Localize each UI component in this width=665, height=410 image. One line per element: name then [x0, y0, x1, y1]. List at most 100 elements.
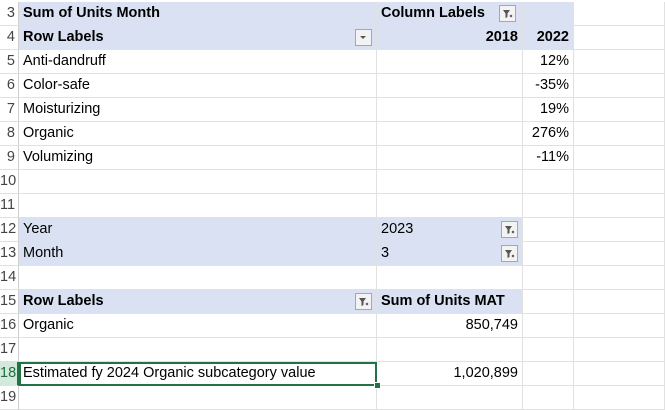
estimate-value-cell[interactable]: 1,020,899	[377, 362, 523, 386]
cell-c14[interactable]	[523, 266, 574, 290]
cell-c15[interactable]	[523, 290, 574, 314]
pivot1-cell-2018[interactable]	[377, 50, 523, 74]
pivot1-row-label[interactable]: Color-safe	[19, 74, 377, 98]
cell-c13[interactable]	[523, 242, 574, 266]
row-header-17[interactable]: 17	[0, 338, 19, 362]
cell-a11[interactable]	[19, 194, 377, 218]
pivot1-title[interactable]: Sum of Units Month	[19, 2, 377, 26]
pivot1-cell-2018[interactable]	[377, 98, 523, 122]
cell-c16[interactable]	[523, 314, 574, 338]
filter-funnel-icon	[359, 298, 369, 306]
cell-a19[interactable]	[19, 386, 377, 410]
cell-c12[interactable]	[523, 218, 574, 242]
cell-b19[interactable]	[377, 386, 523, 410]
pivot1-cell-2018[interactable]	[377, 146, 523, 170]
pivot2-row-labels[interactable]: Row Labels	[19, 290, 377, 314]
cell-b14[interactable]	[377, 266, 523, 290]
cell-d12[interactable]	[574, 218, 665, 242]
filter-month-value[interactable]: 3	[377, 242, 523, 266]
pivot2-value-header[interactable]: Sum of Units MAT	[377, 290, 523, 314]
pivot1-row-labels[interactable]: Row Labels	[19, 26, 377, 50]
pivot1-row-label[interactable]: Organic	[19, 122, 377, 146]
row-header-11[interactable]: 11	[0, 194, 19, 218]
fill-handle[interactable]	[374, 382, 381, 389]
row-header-13[interactable]: 13	[0, 242, 19, 266]
pivot1-year-2022[interactable]: 2022	[523, 26, 574, 50]
filter-funnel-icon	[505, 250, 515, 258]
row-header-10[interactable]: 10	[0, 170, 19, 194]
row-header-8[interactable]: 8	[0, 122, 19, 146]
row-header-15[interactable]: 15	[0, 290, 19, 314]
pivot1-row-value[interactable]: 19%	[523, 98, 574, 122]
pivot1-column-labels[interactable]: Column Labels	[377, 2, 523, 26]
row-header-16[interactable]: 16	[0, 314, 19, 338]
cell-d9[interactable]	[574, 146, 665, 170]
row-header-7[interactable]: 7	[0, 98, 19, 122]
pivot1-row-value[interactable]: -11%	[523, 146, 574, 170]
cell-d11[interactable]	[574, 194, 665, 218]
pivot1-row-value[interactable]: -35%	[523, 74, 574, 98]
cell-b11[interactable]	[377, 194, 523, 218]
pivot1-row-label[interactable]: Volumizing	[19, 146, 377, 170]
cell-d18[interactable]	[574, 362, 665, 386]
cell-d6[interactable]	[574, 74, 665, 98]
sheet-row-15: 15 Row Labels Sum of Units MAT	[0, 290, 665, 314]
pivot2-row-labels-filter-button[interactable]	[355, 293, 372, 310]
row-header-19[interactable]: 19	[0, 386, 19, 410]
column-labels-filter-button[interactable]	[499, 5, 516, 22]
cell-d4[interactable]	[574, 26, 665, 50]
cell-d17[interactable]	[574, 338, 665, 362]
cell-c10[interactable]	[523, 170, 574, 194]
cell-d3[interactable]	[574, 2, 665, 26]
pivot1-year-2018[interactable]: 2018	[377, 26, 523, 50]
cell-c18[interactable]	[523, 362, 574, 386]
month-filter-button[interactable]	[501, 245, 518, 262]
row-header-5[interactable]: 5	[0, 50, 19, 74]
row-header-12[interactable]: 12	[0, 218, 19, 242]
pivot1-row-label[interactable]: Moisturizing	[19, 98, 377, 122]
cell-a14[interactable]	[19, 266, 377, 290]
sheet-row-10: 10	[0, 170, 665, 194]
cell-d5[interactable]	[574, 50, 665, 74]
cell-d15[interactable]	[574, 290, 665, 314]
cell-a17[interactable]	[19, 338, 377, 362]
estimate-label-cell[interactable]: Estimated fy 2024 Organic subcategory va…	[19, 362, 377, 386]
cell-d13[interactable]	[574, 242, 665, 266]
sheet-row-13: 13 Month 3	[0, 242, 665, 266]
cell-a10[interactable]	[19, 170, 377, 194]
cell-d14[interactable]	[574, 266, 665, 290]
column-labels-text: Column Labels	[381, 5, 485, 21]
row-header-18[interactable]: 18	[0, 362, 19, 386]
sheet-row-18: 18 Estimated fy 2024 Organic subcategory…	[0, 362, 665, 386]
pivot1-row-label[interactable]: Anti-dandruff	[19, 50, 377, 74]
pivot2-row-value[interactable]: 850,749	[377, 314, 523, 338]
sheet-row-7: 7 Moisturizing 19%	[0, 98, 665, 122]
year-filter-button[interactable]	[501, 221, 518, 238]
cell-d8[interactable]	[574, 122, 665, 146]
filter-year-label[interactable]: Year	[19, 218, 377, 242]
row-header-4[interactable]: 4	[0, 26, 19, 50]
cell-c11[interactable]	[523, 194, 574, 218]
cell-c17[interactable]	[523, 338, 574, 362]
row-header-14[interactable]: 14	[0, 266, 19, 290]
row-header-6[interactable]: 6	[0, 74, 19, 98]
cell-b17[interactable]	[377, 338, 523, 362]
cell-d10[interactable]	[574, 170, 665, 194]
cell-d16[interactable]	[574, 314, 665, 338]
cell-d7[interactable]	[574, 98, 665, 122]
row-labels-dropdown-button[interactable]	[355, 29, 372, 46]
pivot1-row-value[interactable]: 276%	[523, 122, 574, 146]
pivot2-row-label[interactable]: Organic	[19, 314, 377, 338]
filter-month-label[interactable]: Month	[19, 242, 377, 266]
pivot1-cell-2018[interactable]	[377, 122, 523, 146]
filter-year-value[interactable]: 2023	[377, 218, 523, 242]
cell-c19[interactable]	[523, 386, 574, 410]
pivot1-header-blank[interactable]	[523, 2, 574, 26]
row-header-3[interactable]: 3	[0, 2, 19, 26]
row-header-9[interactable]: 9	[0, 146, 19, 170]
pivot1-cell-2018[interactable]	[377, 74, 523, 98]
cell-b10[interactable]	[377, 170, 523, 194]
pivot1-row-value[interactable]: 12%	[523, 50, 574, 74]
cell-d19[interactable]	[574, 386, 665, 410]
sheet-row-5: 5 Anti-dandruff 12%	[0, 50, 665, 74]
